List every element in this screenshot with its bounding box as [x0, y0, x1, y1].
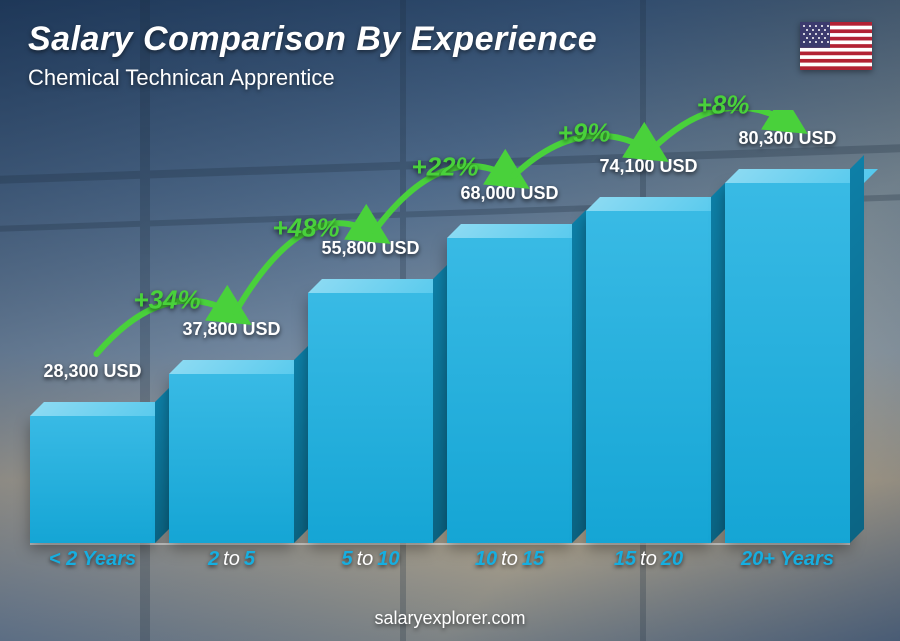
bar-value-label: 68,000 USD: [460, 183, 558, 204]
x-labels-row: < 2 Years 2to5 5to10 10to15 15to20 20+ Years: [30, 548, 850, 571]
bar-slot: 68,000 USD: [447, 238, 572, 543]
x-axis-label: < 2 Years: [30, 548, 155, 571]
bar: [447, 238, 572, 543]
infographic-stage: Salary Comparison By Experience Chemical…: [0, 0, 900, 641]
x-axis-label: 15to20: [586, 548, 711, 571]
page-title: Salary Comparison By Experience: [28, 20, 597, 59]
bar: [308, 293, 433, 543]
bar: [586, 211, 711, 543]
x-axis-label: 2to5: [169, 548, 294, 571]
x-axis-label: 10to15: [447, 548, 572, 571]
bar-slot: 80,300 USD: [725, 183, 850, 543]
bar-value-label: 37,800 USD: [182, 319, 280, 340]
footer-credit: salaryexplorer.com: [0, 608, 900, 629]
page-subtitle: Chemical Technican Apprentice: [28, 65, 597, 91]
growth-percentage: +9%: [558, 117, 611, 148]
bar-slot: 74,100 USD: [586, 211, 711, 543]
growth-percentage: +22%: [411, 151, 478, 182]
us-flag-icon: [800, 22, 872, 70]
bar-value-label: 74,100 USD: [599, 156, 697, 177]
chart-area: 28,300 USD37,800 USD55,800 USD68,000 USD…: [30, 110, 850, 571]
bar-value-label: 28,300 USD: [43, 361, 141, 382]
bar: [30, 416, 155, 543]
title-block: Salary Comparison By Experience Chemical…: [28, 20, 597, 91]
bar: [169, 374, 294, 543]
bar: [725, 183, 850, 543]
growth-percentage: +34%: [133, 284, 200, 315]
bar-slot: 37,800 USD: [169, 374, 294, 543]
growth-percentage: +48%: [272, 213, 339, 244]
bar-slot: 55,800 USD: [308, 293, 433, 543]
growth-percentage: +8%: [697, 90, 750, 121]
x-axis-label: 5to10: [308, 548, 433, 571]
bar-value-label: 80,300 USD: [738, 128, 836, 149]
baseline: [30, 543, 850, 545]
x-axis-label: 20+ Years: [725, 548, 850, 571]
bar-slot: 28,300 USD: [30, 416, 155, 543]
